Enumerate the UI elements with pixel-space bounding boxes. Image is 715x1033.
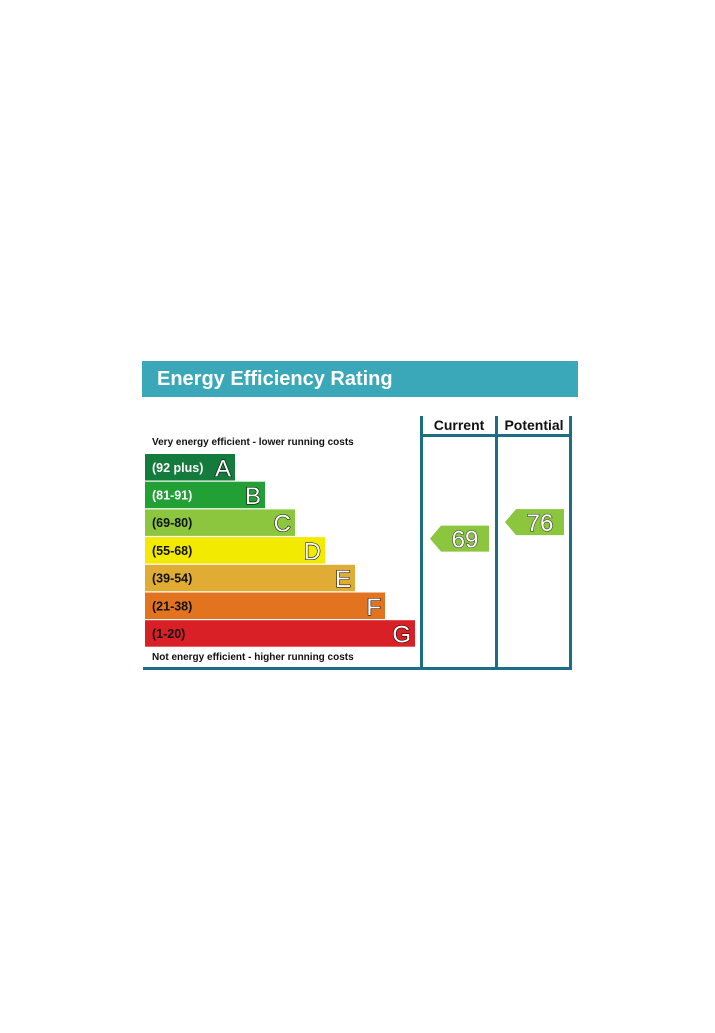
- rating-arrows: 69 76: [430, 509, 564, 554]
- band-range-c: (69-80): [152, 516, 192, 530]
- frame-middle-line: [495, 416, 498, 670]
- band-letter-g: G: [392, 621, 411, 648]
- band-letter-f: F: [366, 594, 381, 621]
- chart-title: Energy Efficiency Rating: [157, 368, 393, 390]
- band-range-e: (39-54): [152, 572, 192, 586]
- frame-header-line: [420, 434, 572, 437]
- band-range-a: (92 plus): [152, 461, 203, 475]
- band-letter-b: B: [245, 483, 261, 510]
- rating-bands: (92 plus) A (81-91) B (69-80) C (55-68) D (39-54…: [145, 454, 415, 649]
- band-range-d: (55-68): [152, 544, 192, 558]
- header-bar: [142, 361, 578, 397]
- bottom-caption: Not energy efficient - higher running co…: [152, 652, 354, 663]
- frame-left-line: [420, 416, 423, 670]
- current-rating-value: 69: [452, 527, 479, 554]
- top-caption: Very energy efficient - lower running co…: [152, 437, 354, 448]
- band-bar-c: [145, 509, 295, 536]
- band-bar-b: [145, 481, 265, 509]
- band-bar-d: [145, 537, 325, 564]
- rating-columns-frame: [143, 416, 572, 670]
- potential-rating-value: 76: [527, 510, 554, 537]
- column-header-current: Current: [434, 417, 485, 433]
- band-bar-f: [145, 592, 385, 619]
- band-letter-d: D: [304, 538, 321, 565]
- band-bar-e: [145, 564, 355, 592]
- band-letter-a: A: [215, 455, 231, 482]
- band-range-f: (21-38): [152, 599, 192, 613]
- band-bar-g: [145, 620, 415, 647]
- frame-bottom-line: [143, 667, 572, 670]
- band-range-b: (81-91): [152, 488, 192, 502]
- band-range-g: (1-20): [152, 627, 185, 641]
- band-bar-a: [145, 454, 235, 481]
- column-header-potential: Potential: [504, 417, 563, 433]
- current-rating-arrow: [430, 525, 489, 552]
- band-letter-e: E: [335, 566, 351, 593]
- band-letter-c: C: [274, 511, 291, 538]
- potential-rating-arrow: [505, 509, 564, 536]
- frame-right-line: [569, 416, 572, 670]
